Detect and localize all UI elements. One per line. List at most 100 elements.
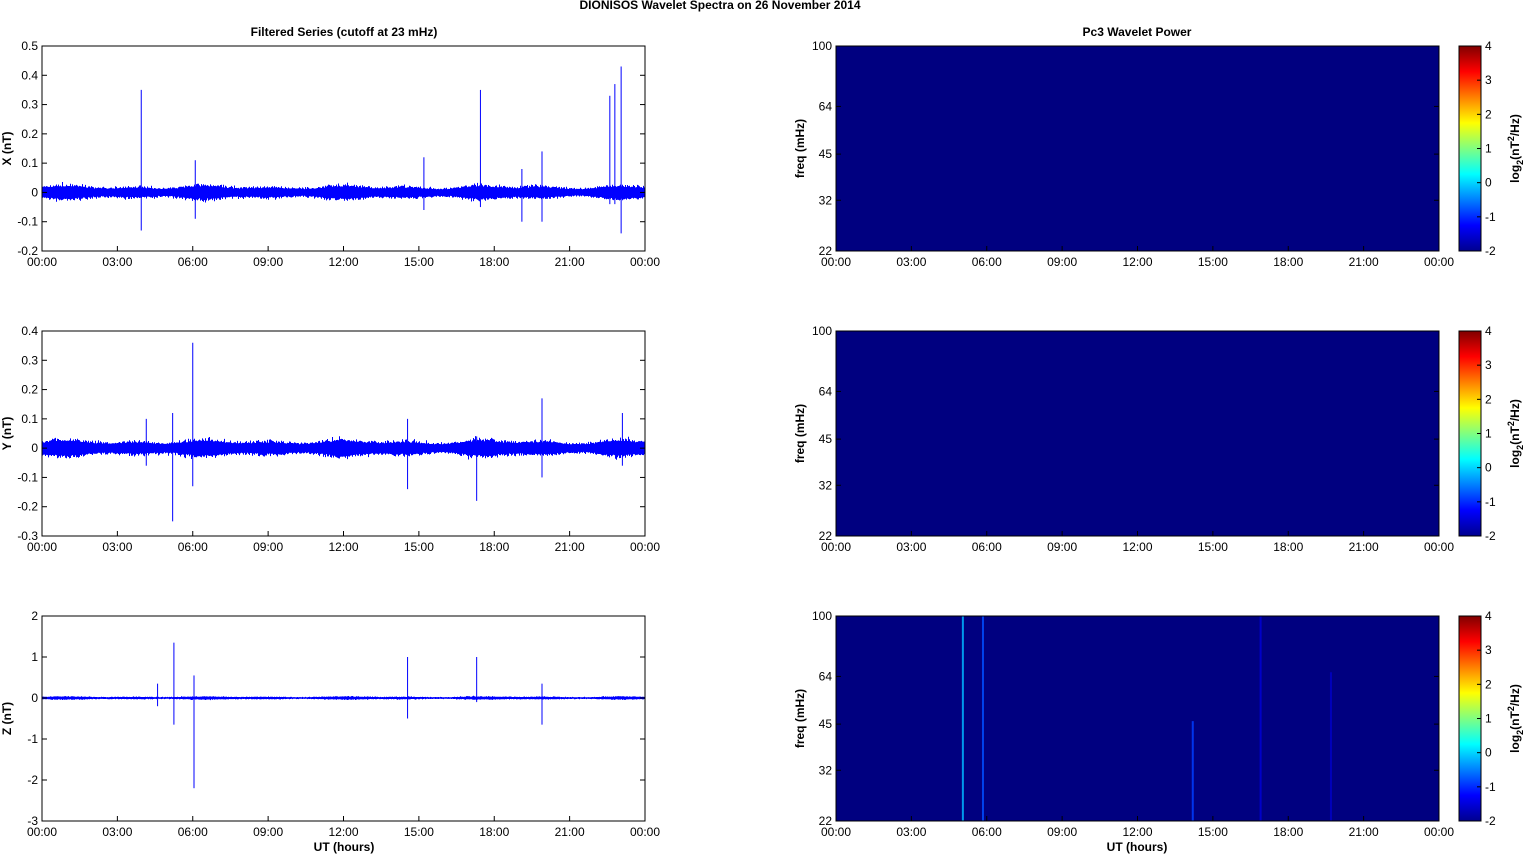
wavelet-xtick-label: 00:00 [1424,255,1454,269]
wavelet-xtick-label: 09:00 [1047,255,1077,269]
ylabel: X (nT) [0,132,14,166]
colorbar-tick-label: 4 [1485,324,1492,338]
ytick-label: 32 [819,478,833,492]
series-xtick-label: 09:00 [253,255,283,269]
wavelet-xtick-label: 21:00 [1349,825,1379,839]
heatmap-streak [1329,672,1332,821]
ytick-label: 100 [812,39,832,53]
plot-area [42,46,645,251]
wavelet-xtick-label: 12:00 [1122,255,1152,269]
ylabel: freq (mHz) [793,689,807,748]
ytick-label: 22 [819,244,833,258]
wavelet-xtick-label: 12:00 [1122,540,1152,554]
colorbar-label: log2(nT2/Hz) [1506,114,1525,183]
series-xtick-label: 21:00 [555,540,585,554]
series-xtick-label: 06:00 [178,825,208,839]
ytick-label: 64 [819,384,833,398]
colorbar-tick-label: 4 [1485,39,1492,53]
heatmap-streak [981,616,984,821]
colorbar-tick-label: -2 [1485,529,1496,543]
series-xtick-label: 21:00 [555,255,585,269]
ylabel: freq (mHz) [793,404,807,463]
series-panel-y: -0.3 -0.2 -0.1 0 0.1 0.2 0.3 0.4 Y (nT) 00:00 03:0… [0,324,660,554]
series-xtick-label: 12:00 [328,540,358,554]
wavelet-xtick-label: 06:00 [972,540,1002,554]
colorbar-label: log2(nT2/Hz) [1506,684,1525,753]
wavelet-xtick-label: 09:00 [1047,825,1077,839]
wavelet-xtick-label: 00:00 [821,540,851,554]
series-xtick-label: 09:00 [253,825,283,839]
right-column-title: Pc3 Wavelet Power [1083,25,1192,39]
ytick-label: 0.1 [21,156,38,170]
wavelet-xtick-label: 00:00 [821,255,851,269]
colorbar-tick-label: 1 [1485,712,1492,726]
series-xtick-label: 15:00 [404,825,434,839]
wavelet-xtick-label: 06:00 [972,825,1002,839]
series-xtick-label: 03:00 [102,255,132,269]
ytick-label: -0.3 [17,529,38,543]
series-xtick-label: 00:00 [630,540,660,554]
ytick-label: 0 [31,185,38,199]
series-xtick-label: 18:00 [479,255,509,269]
colorbar-tick-label: -2 [1485,244,1496,258]
ytick-label: 45 [819,717,833,731]
colorbar-tick-label: 2 [1485,107,1492,121]
ytick-label: -0.1 [17,215,38,229]
ytick-label: 45 [819,147,833,161]
wavelet-xtick-label: 12:00 [1122,825,1152,839]
ytick-label: -0.2 [17,244,38,258]
ylabel: freq (mHz) [793,119,807,178]
wavelet-xtick-label: 00:00 [1424,540,1454,554]
wavelet-xtick-label: 03:00 [896,540,926,554]
ytick-label: 64 [819,99,833,113]
plot-area [42,331,645,536]
left-column-title: Filtered Series (cutoff at 23 mHz) [251,25,438,39]
ytick-label: -0.2 [17,500,38,514]
ytick-label: -3 [27,814,38,828]
series-xtick-label: 03:00 [102,825,132,839]
ytick-label: 0.2 [21,383,38,397]
colorbar: -2 -1 0 1 2 3 4 log2(nT2/Hz) [1458,39,1525,258]
heatmap-background [836,46,1439,251]
ytick-label: 0.3 [21,353,38,367]
ytick-label: 100 [812,324,832,338]
colorbar-tick-label: 2 [1485,392,1492,406]
ytick-label: 22 [819,814,833,828]
series-xtick-label: 18:00 [479,825,509,839]
series-panel-x: -0.2 -0.1 0 0.1 0.2 0.3 0.4 0.5 X (nT) 00:00 03:00… [0,39,660,269]
wavelet-xtick-label: 06:00 [972,255,1002,269]
series-xtick-label: 00:00 [630,255,660,269]
series-xtick-label: 00:00 [27,255,57,269]
ytick-label: 64 [819,669,833,683]
ytick-label: 2 [31,609,38,623]
wavelet-xtick-label: 18:00 [1273,540,1303,554]
ytick-label: 0.2 [21,127,38,141]
series-xtick-label: 12:00 [328,825,358,839]
series-xtick-label: 03:00 [102,540,132,554]
colorbar-tick-label: 2 [1485,677,1492,691]
wavelet-xtick-label: 15:00 [1198,255,1228,269]
left-xlabel: UT (hours) [314,840,375,854]
ytick-label: 0.4 [21,324,38,338]
series-xtick-label: 06:00 [178,255,208,269]
colorbar-tick-label: -1 [1485,495,1496,509]
ytick-label: 32 [819,193,833,207]
wavelet-xtick-label: 03:00 [896,825,926,839]
wavelet-xtick-label: 00:00 [1424,825,1454,839]
ytick-label: 32 [819,763,833,777]
ytick-label: 22 [819,529,833,543]
colorbar-tick-label: 1 [1485,142,1492,156]
ytick-label: -1 [27,732,38,746]
ytick-label: 0.1 [21,412,38,426]
heatmap-streak [1191,721,1194,821]
colorbar-tick-label: -1 [1485,210,1496,224]
ytick-label: 0 [31,691,38,705]
colorbar-tick-label: 3 [1485,73,1492,87]
wavelet-xtick-label: 21:00 [1349,540,1379,554]
ytick-label: 0 [31,441,38,455]
figure-title: DIONISOS Wavelet Spectra on 26 November … [580,0,861,12]
ytick-label: 1 [31,650,38,664]
